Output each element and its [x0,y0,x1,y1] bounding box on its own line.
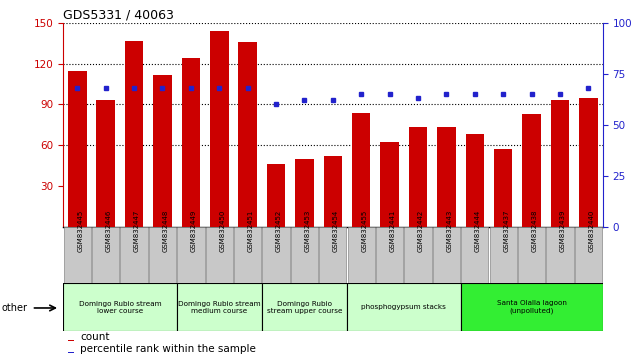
Text: phosphogypsum stacks: phosphogypsum stacks [362,304,446,310]
Text: GSM832455: GSM832455 [361,210,367,252]
FancyBboxPatch shape [490,227,517,283]
Text: GSM832438: GSM832438 [531,210,538,252]
Bar [437,127,456,227]
FancyBboxPatch shape [121,227,148,283]
Text: Domingo Rubio
stream upper course: Domingo Rubio stream upper course [267,301,342,314]
Bar [68,70,86,227]
FancyBboxPatch shape [92,227,119,283]
Bar [324,156,342,227]
FancyBboxPatch shape [319,227,346,283]
Text: GDS5331 / 40063: GDS5331 / 40063 [63,9,174,22]
FancyBboxPatch shape [149,227,176,283]
FancyBboxPatch shape [575,227,602,283]
Text: GSM832442: GSM832442 [418,210,424,252]
FancyBboxPatch shape [291,227,318,283]
Bar [494,149,512,227]
Text: percentile rank within the sample: percentile rank within the sample [80,344,256,354]
Bar [295,159,314,227]
Bar [352,113,370,227]
Text: GSM832446: GSM832446 [106,210,112,252]
FancyBboxPatch shape [348,227,375,283]
Text: GSM832454: GSM832454 [333,210,339,252]
Bar [522,114,541,227]
FancyBboxPatch shape [234,227,261,283]
FancyBboxPatch shape [376,227,403,283]
Bar [466,134,484,227]
Text: GSM832440: GSM832440 [589,210,594,252]
FancyBboxPatch shape [518,227,545,283]
FancyBboxPatch shape [63,283,177,331]
Text: Domingo Rubio stream
medium course: Domingo Rubio stream medium course [178,301,261,314]
Bar [210,31,228,227]
Bar [551,101,569,227]
Text: GSM832451: GSM832451 [248,210,254,252]
FancyBboxPatch shape [461,227,488,283]
Bar [153,75,172,227]
Text: GSM832447: GSM832447 [134,210,140,252]
Text: GSM832437: GSM832437 [504,210,509,252]
Bar [69,340,74,341]
Text: GSM832452: GSM832452 [276,210,282,252]
Bar [69,352,74,353]
Bar [239,42,257,227]
Bar [380,142,399,227]
Text: Santa Olalla lagoon
(unpolluted): Santa Olalla lagoon (unpolluted) [497,300,567,314]
Text: GSM832450: GSM832450 [220,210,225,252]
Text: GSM832448: GSM832448 [163,210,168,252]
Bar [182,58,200,227]
FancyBboxPatch shape [63,283,603,331]
Bar [267,164,285,227]
Text: GSM832444: GSM832444 [475,210,481,252]
Text: other: other [2,303,28,313]
FancyBboxPatch shape [177,283,262,331]
Text: GSM832439: GSM832439 [560,210,566,252]
FancyBboxPatch shape [262,283,347,331]
FancyBboxPatch shape [433,227,460,283]
Bar [125,41,143,227]
FancyBboxPatch shape [404,227,432,283]
Text: GSM832453: GSM832453 [304,210,310,252]
FancyBboxPatch shape [262,227,290,283]
Text: Domingo Rubio stream
lower course: Domingo Rubio stream lower course [79,301,161,314]
Bar [97,101,115,227]
Text: GSM832449: GSM832449 [191,210,197,252]
FancyBboxPatch shape [64,227,91,283]
Text: GSM832441: GSM832441 [390,210,396,252]
Text: GSM832445: GSM832445 [77,210,83,252]
FancyBboxPatch shape [546,227,574,283]
Text: GSM832443: GSM832443 [447,210,452,252]
FancyBboxPatch shape [347,283,461,331]
FancyBboxPatch shape [461,283,603,331]
FancyBboxPatch shape [177,227,204,283]
Bar [409,127,427,227]
Bar [579,98,598,227]
FancyBboxPatch shape [206,227,233,283]
Text: count: count [80,332,110,342]
